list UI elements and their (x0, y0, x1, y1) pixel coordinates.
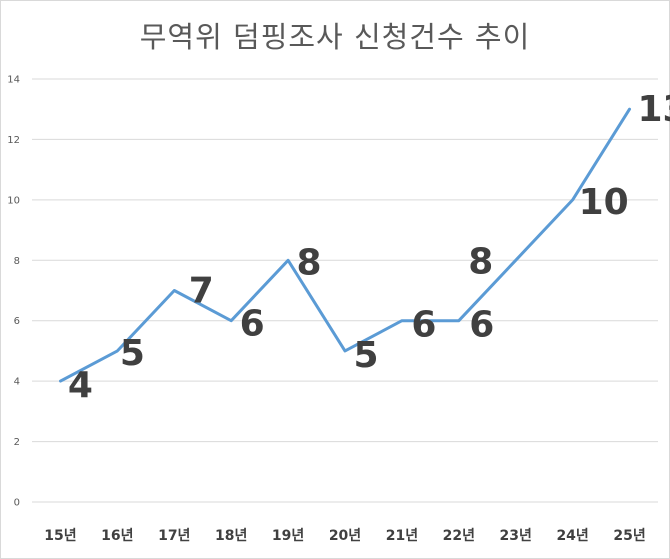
series-line (59, 107, 631, 383)
gridlines (32, 78, 658, 503)
y-tick-label: 0 (14, 498, 20, 509)
y-tick-label: 6 (14, 316, 20, 327)
data-label: 5 (120, 333, 145, 374)
y-tick-label: 2 (14, 437, 20, 448)
data-label: 6 (469, 305, 494, 346)
series-line-layer (59, 107, 631, 383)
x-tick-label: 17년 (158, 528, 190, 544)
data-label: 10 (579, 182, 629, 223)
x-tick-label: 19년 (272, 528, 304, 544)
x-tick-label: 22년 (443, 528, 475, 544)
x-axis-ticks: 15년 16년 17년 18년 19년 20년 21년 22년 23년 24년 25년 (44, 528, 645, 544)
data-labels: 4576856681013 (68, 89, 670, 406)
data-label: 6 (240, 304, 265, 345)
y-tick-label: 14 (7, 75, 20, 86)
y-tick-label: 8 (14, 256, 20, 267)
y-axis-ticks: 0 2 4 6 8 10 12 14 (7, 75, 20, 509)
data-label: 4 (68, 365, 93, 406)
data-label: 6 (411, 305, 436, 346)
data-label: 7 (189, 271, 214, 312)
y-tick-label: 12 (7, 135, 20, 146)
x-tick-label: 21년 (386, 528, 418, 544)
data-label: 8 (297, 242, 322, 283)
x-tick-label: 23년 (500, 528, 532, 544)
x-tick-label: 18년 (215, 528, 247, 544)
y-tick-label: 4 (14, 377, 20, 388)
x-tick-label: 16년 (101, 528, 133, 544)
x-tick-label: 20년 (329, 528, 361, 544)
x-tick-label: 15년 (44, 528, 76, 544)
y-tick-label: 10 (7, 195, 20, 206)
x-tick-label: 24년 (556, 528, 588, 544)
x-tick-label: 25년 (613, 528, 645, 544)
data-label: 13 (637, 89, 670, 130)
chart-title: 무역위 덤핑조사 신청건수 추이 (139, 20, 531, 54)
data-label: 5 (353, 335, 378, 376)
data-label: 8 (468, 241, 493, 282)
